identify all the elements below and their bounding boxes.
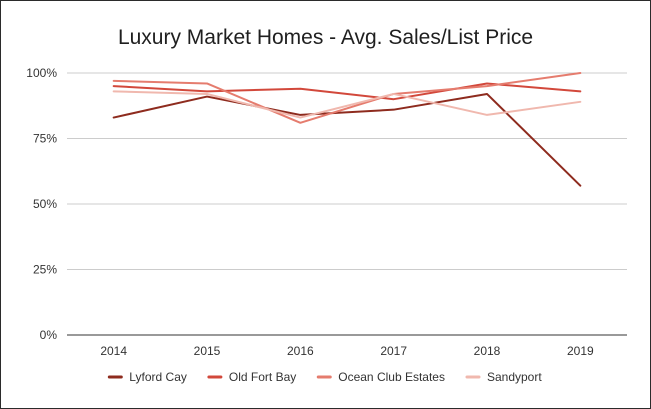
series-line-ocean-club-estates [112,72,582,124]
legend-item: Sandyport [465,370,542,384]
series-line-lyford-cay [112,92,582,187]
legend-item: Ocean Club Estates [316,370,445,384]
y-tick-label: 100% [26,66,57,80]
x-tick-label: 2018 [474,344,501,358]
series-lines [112,72,582,187]
x-tick-label: 2015 [194,344,221,358]
y-tick-label: 25% [33,263,57,277]
y-tick-label: 75% [33,132,57,146]
x-axis-ticks: 2014 2015 2016 2017 2018 2019 [100,344,594,358]
legend: Lyford Cay Old Fort Bay Ocean Club Estates… [107,370,542,384]
chart-title: Luxury Market Homes - Avg. Sales/List Pr… [117,26,534,49]
y-tick-label: 0% [40,328,58,342]
series-line-old-fort-bay [112,82,582,101]
x-tick-label: 2019 [567,344,594,358]
legend-label: Sandyport [487,370,542,384]
x-tick-label: 2016 [287,344,314,358]
x-tick-label: 2017 [380,344,407,358]
series-line-sandyport [112,90,582,119]
y-axis-ticks: 0% 25% 50% 75% 100% [26,66,57,342]
legend-item: Old Fort Bay [207,370,296,384]
legend-label: Ocean Club Estates [338,370,445,384]
legend-item: Lyford Cay [107,370,187,384]
legend-label: Old Fort Bay [229,370,296,384]
legend-label: Lyford Cay [129,370,187,384]
x-tick-label: 2014 [100,344,127,358]
y-tick-label: 50% [33,197,57,211]
